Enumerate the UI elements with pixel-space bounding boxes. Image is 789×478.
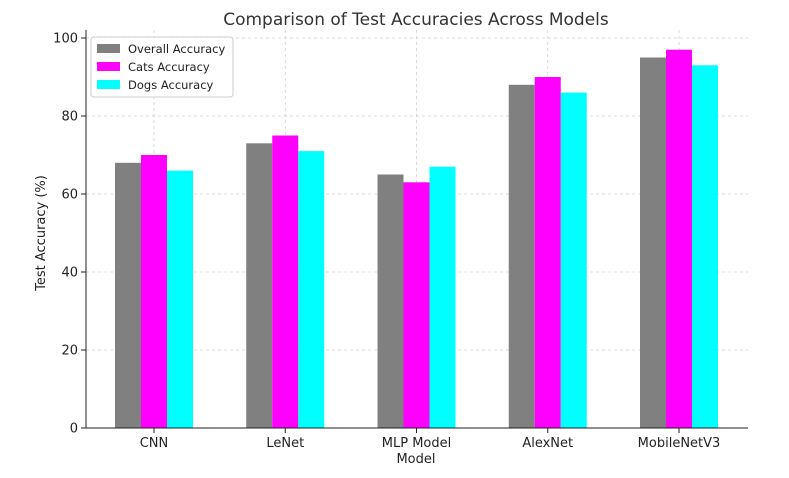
- legend-label: Overall Accuracy: [128, 42, 225, 56]
- bar-lenet-series-2: [298, 151, 325, 428]
- bar-lenet-series-0: [246, 143, 273, 429]
- axes: [81, 30, 748, 433]
- bar-alexnet-series-1: [534, 77, 561, 428]
- x-tick-label: LeNet: [266, 436, 304, 451]
- y-tick-label: 0: [70, 422, 78, 437]
- x-axis-title: Model: [396, 452, 435, 467]
- tick-labels: 0 20 40 60 80 100 CNN LeNet MLP Model AlexNet Mobi…: [53, 32, 720, 452]
- bar-mlp-model-series-2: [429, 166, 456, 428]
- legend-label: Dogs Accuracy: [128, 78, 214, 92]
- y-axis-title: Test Accuracy (%): [34, 175, 49, 292]
- y-tick-label: 100: [53, 32, 78, 47]
- bar-mlp-model-series-1: [403, 182, 430, 428]
- legend-label: Cats Accuracy: [128, 60, 210, 74]
- bar-alexnet-series-2: [560, 92, 587, 428]
- bar-lenet-series-1: [272, 135, 299, 428]
- bars: [115, 49, 718, 429]
- y-tick-label: 40: [61, 266, 78, 281]
- bar-mobilenetv3-series-0: [640, 57, 666, 428]
- chart-title: Comparison of Test Accuracies Across Mod…: [223, 10, 609, 30]
- x-tick-label: CNN: [140, 436, 169, 451]
- x-tick-label: AlexNet: [522, 436, 573, 451]
- bar-alexnet-series-0: [508, 84, 535, 429]
- y-tick-label: 60: [61, 188, 78, 203]
- x-tick-label: MobileNetV3: [638, 436, 721, 451]
- legend: Overall Accuracy Cats Accuracy Dogs Accura…: [90, 36, 234, 98]
- bar-cnn-series-0: [115, 162, 141, 429]
- bar-cnn-series-2: [167, 170, 193, 428]
- legend-swatch: [97, 80, 120, 89]
- bar-mobilenetv3-series-2: [692, 65, 718, 429]
- legend-swatch: [97, 44, 120, 53]
- legend-swatch: [97, 62, 120, 71]
- bar-mlp-model-series-0: [377, 174, 404, 428]
- bar-cnn-series-1: [141, 155, 167, 428]
- x-tick-label: MLP Model: [382, 436, 451, 451]
- y-tick-label: 80: [61, 110, 78, 125]
- legend-box: [90, 36, 234, 98]
- bar-mobilenetv3-series-1: [666, 49, 692, 428]
- y-tick-label: 20: [61, 344, 78, 359]
